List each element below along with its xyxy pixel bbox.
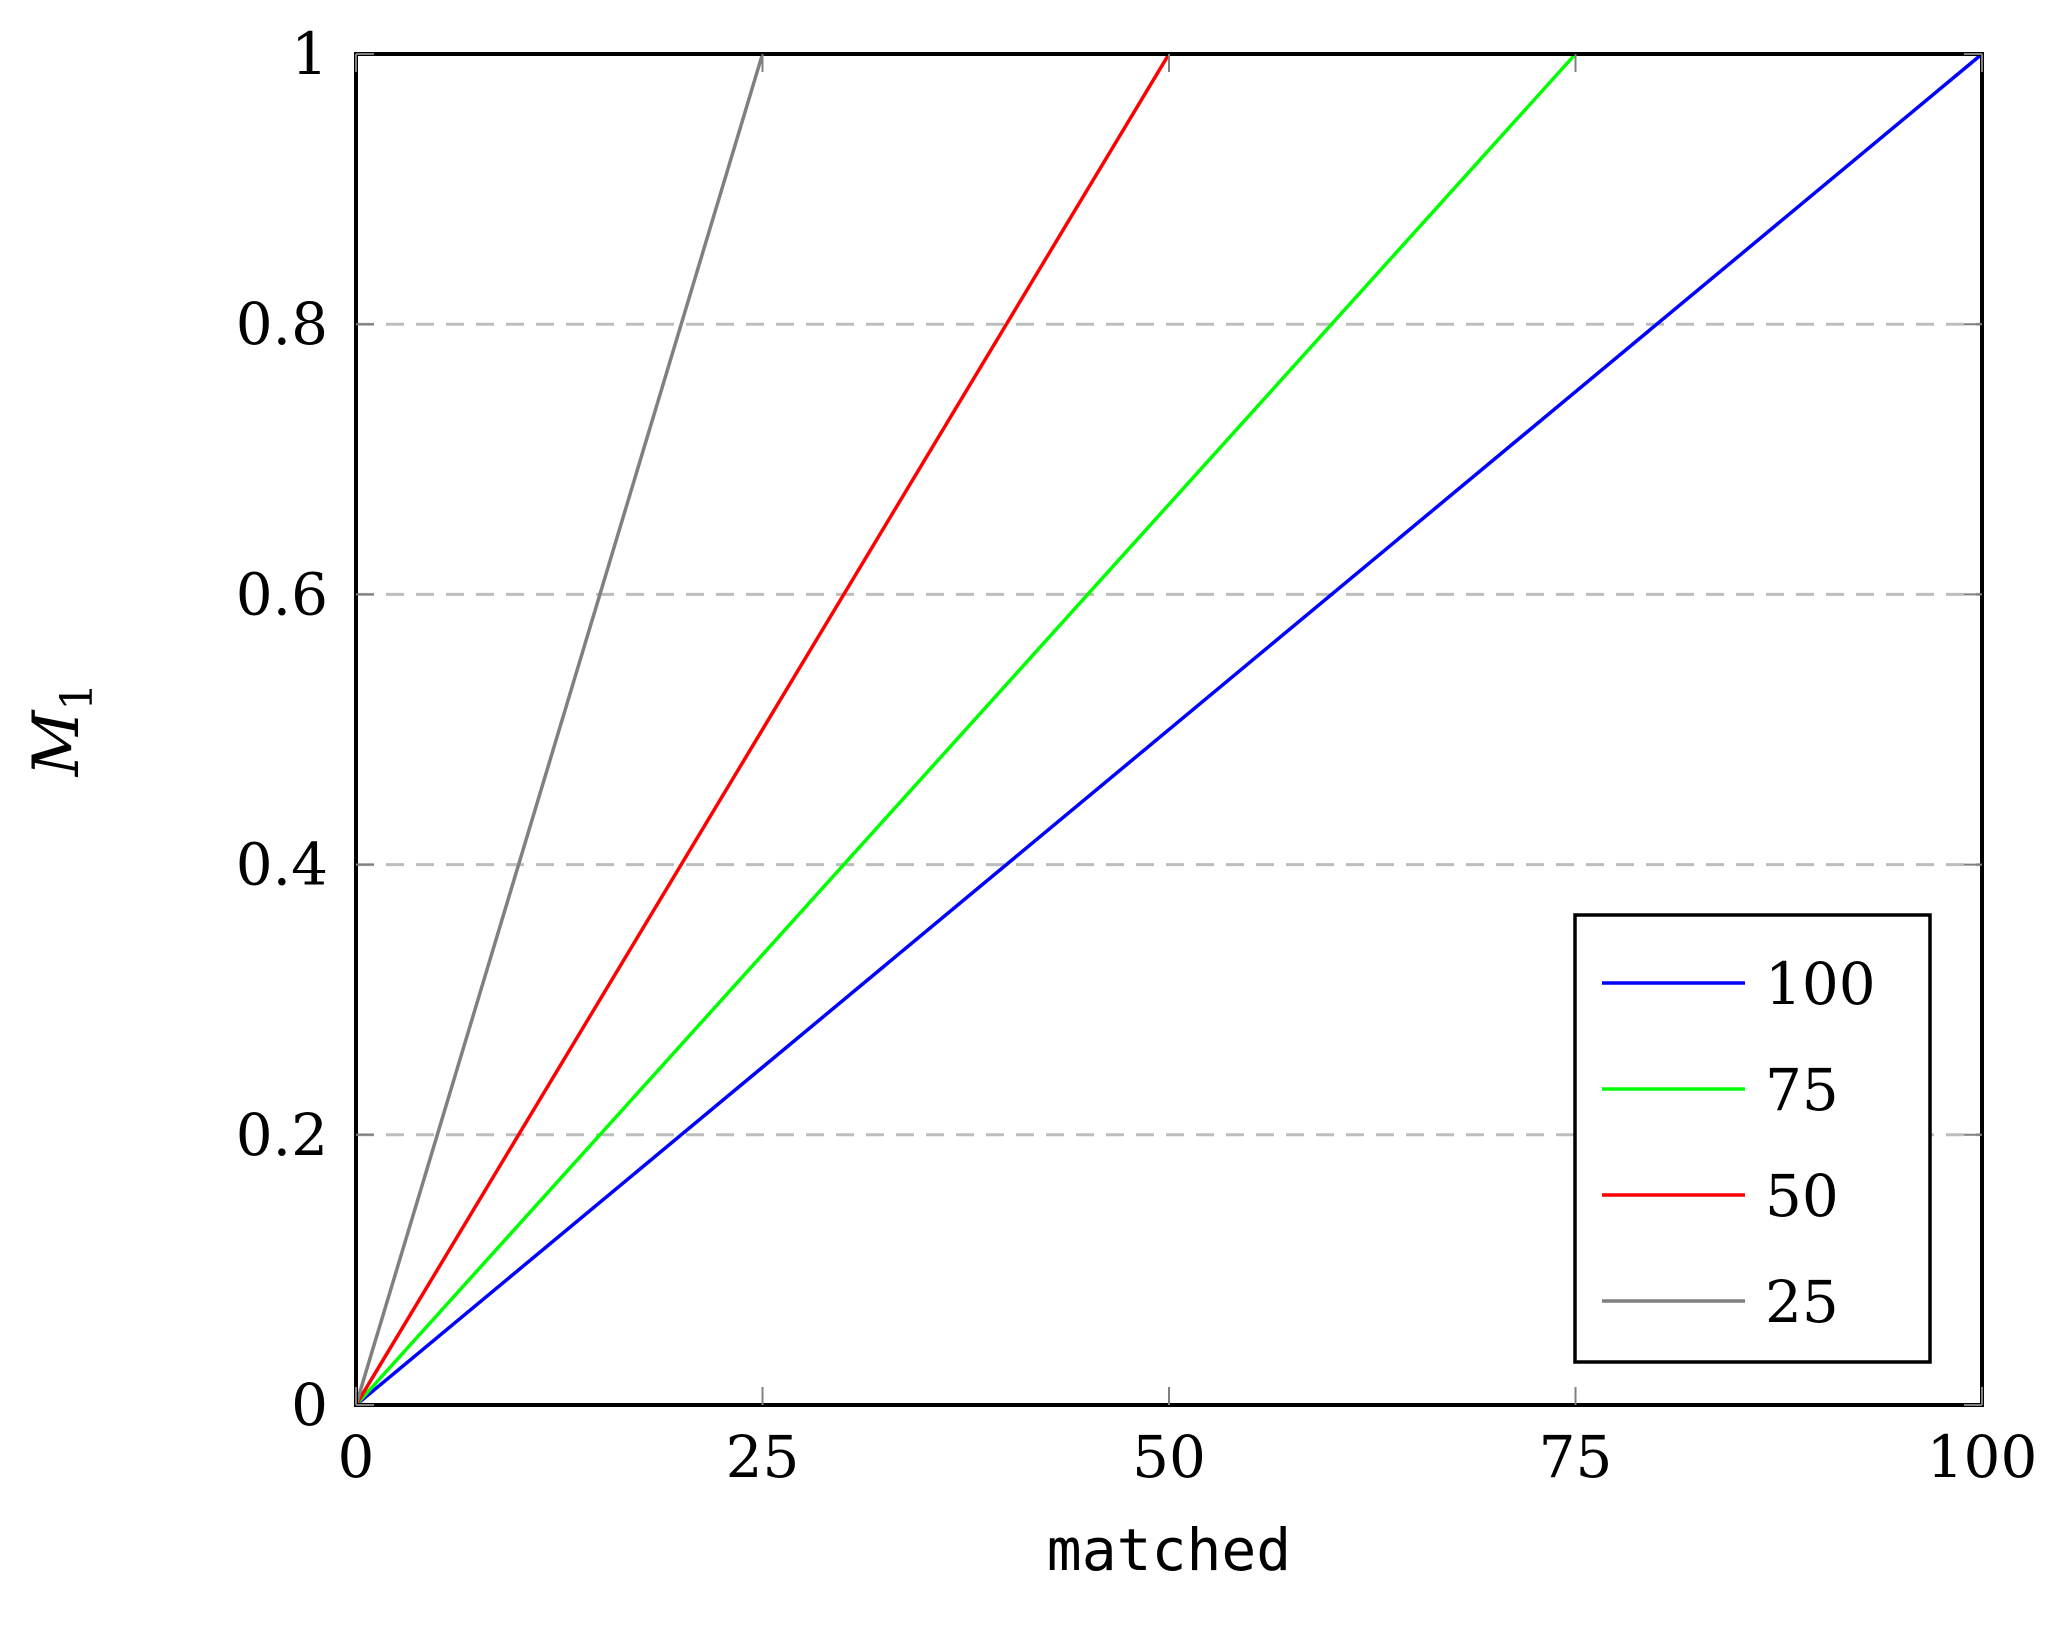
y-axis-label-subscript: 1: [52, 683, 103, 711]
legend-label-25: 25: [1765, 1268, 1839, 1336]
series-line-25: [354, 53, 765, 1406]
y-tick-label: 0.4: [236, 831, 328, 899]
x-axis-label: matched: [1047, 1516, 1291, 1584]
x-tick-label: 25: [726, 1423, 800, 1491]
y-tick-label: 0.2: [236, 1101, 328, 1169]
series-layer: [354, 52, 1984, 1407]
legend-label-100: 100: [1765, 950, 1876, 1018]
y-tick-label: 0: [291, 1371, 328, 1439]
x-tick-label: 0: [338, 1423, 375, 1491]
legend-box: [1573, 913, 1932, 1364]
x-tick-label: 75: [1539, 1423, 1613, 1491]
y-tick-label: 0.8: [236, 290, 328, 358]
legend-label-50: 50: [1765, 1162, 1839, 1230]
y-axis-label: M1: [20, 683, 103, 778]
tick-layer: 0 25 50 75 100 0 0.2 0.4 0.6 0.8 1: [236, 20, 2038, 1491]
series-line-50: [354, 53, 1171, 1406]
y-tick-label: 1: [291, 20, 328, 88]
series-line-100: [354, 52, 1984, 1407]
x-tick-label: 100: [1927, 1423, 2038, 1491]
x-tick-label: 50: [1132, 1423, 1206, 1491]
series-line-75: [354, 52, 1577, 1407]
legend: 100 75 50 25: [1573, 913, 1932, 1364]
legend-label-75: 75: [1765, 1056, 1839, 1124]
y-tick-label: 0.6: [236, 560, 328, 628]
y-axis-label-main: M: [20, 709, 94, 777]
